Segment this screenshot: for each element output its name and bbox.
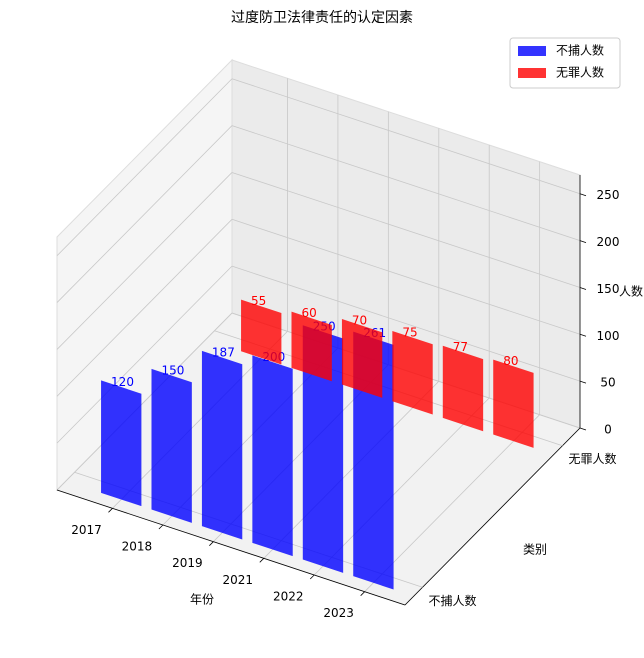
bar — [151, 368, 192, 523]
grid-line — [313, 397, 490, 576]
bar — [252, 355, 293, 557]
value-label: 120 — [111, 375, 134, 389]
bar — [302, 325, 344, 573]
z-tick-label: 150 — [597, 282, 620, 296]
grid-line — [263, 381, 440, 559]
bar — [493, 359, 534, 448]
y-axis-label: 类别 — [523, 543, 547, 557]
grid-line — [231, 218, 581, 335]
tick-mark — [108, 508, 113, 513]
tick-mark — [259, 558, 265, 563]
tick-mark — [360, 591, 365, 596]
value-label: 70 — [352, 313, 367, 327]
tick-mark — [158, 524, 164, 530]
grid-line — [56, 125, 233, 303]
grid-line — [231, 125, 581, 241]
x-tick-label: 2021 — [223, 573, 254, 587]
tick-mark — [209, 541, 214, 546]
x-tick-label: 2022 — [273, 590, 304, 604]
value-label: 75 — [402, 325, 417, 339]
x-tick-label: 2018 — [122, 540, 153, 554]
legend-label: 不捕人数 — [556, 43, 604, 58]
bar — [442, 345, 484, 432]
value-label: 187 — [212, 345, 235, 359]
x-axis-label: 年份 — [190, 593, 214, 607]
legend-swatch — [518, 68, 546, 78]
x-tick-label: 2023 — [323, 606, 354, 620]
x-tick-label: 2017 — [71, 523, 102, 537]
grid-line — [56, 78, 233, 257]
legend-label: 无罪人数 — [556, 65, 604, 80]
x-axis — [56, 489, 406, 606]
chart-title: 过度防卫法律责任的认定因素 — [231, 10, 413, 26]
grid-line — [231, 78, 581, 195]
z-tick-label: 250 — [597, 188, 620, 202]
z-tick-label: 200 — [597, 235, 620, 249]
bar — [392, 330, 433, 415]
value-label: 150 — [161, 363, 184, 377]
tick-mark — [579, 380, 587, 384]
bar — [241, 299, 282, 365]
value-label: 80 — [503, 354, 518, 368]
grid-line — [56, 265, 233, 444]
value-label: 60 — [301, 306, 316, 320]
z-axis-label: 人数 — [619, 284, 643, 299]
y-axis — [404, 427, 581, 606]
value-label: 77 — [453, 340, 468, 354]
grid-line — [56, 172, 233, 350]
grid-line — [56, 312, 233, 491]
bar — [341, 318, 383, 398]
z-tick-label: 50 — [600, 376, 615, 390]
bar — [291, 311, 332, 382]
y-tick-label: 无罪人数 — [568, 451, 616, 466]
grid-line — [56, 219, 233, 397]
grid-line — [231, 265, 581, 382]
grid-line — [231, 172, 581, 288]
tick-mark — [579, 333, 587, 337]
tick-mark — [579, 193, 587, 197]
legend-swatch — [518, 46, 546, 56]
value-label: 55 — [251, 294, 266, 308]
x-tick-label: 2019 — [172, 556, 203, 570]
tick-mark — [579, 427, 587, 431]
grid-line — [364, 414, 540, 592]
tick-mark — [579, 287, 587, 290]
bar — [353, 331, 394, 590]
z-tick-label: 0 — [604, 423, 612, 437]
y-tick-label: 不捕人数 — [428, 593, 476, 608]
z-tick-label: 100 — [597, 329, 620, 343]
tick-mark — [579, 240, 587, 243]
tick-mark — [309, 574, 315, 580]
bar — [101, 380, 142, 507]
bar — [201, 350, 243, 540]
